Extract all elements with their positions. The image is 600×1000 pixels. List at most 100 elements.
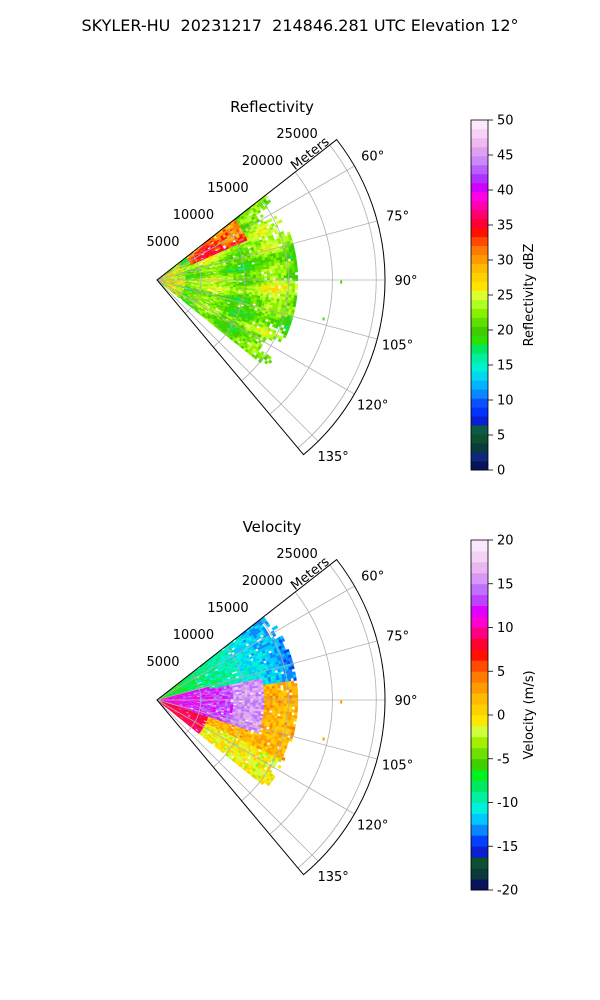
data-cell [179,281,184,284]
data-cell [294,706,298,710]
data-cell [293,257,297,261]
data-cell [292,697,296,702]
data-cell [269,280,273,284]
data-cell [258,276,262,279]
data-cell [288,289,293,293]
colorbar-segment [471,425,488,435]
data-cell [249,270,253,273]
data-cell [233,275,237,278]
data-cell [219,697,223,700]
data-cell [224,697,228,700]
data-cell [238,273,242,276]
data-cell [275,693,279,697]
azimuth-tick-label: 120° [357,399,388,414]
colorbar-segment [471,173,488,184]
data-cell [227,277,231,280]
data-cell [283,286,287,290]
data-cell [258,702,262,706]
polar-grid [156,144,385,449]
data-cell [258,269,262,273]
data-cell [216,700,220,702]
colorbar-tick-label: 40 [497,184,514,199]
data-cell [171,698,175,700]
data-cell [215,291,219,294]
data-cell [210,281,214,283]
data-cell [274,710,279,714]
data-cell [236,700,240,703]
data-cell [280,285,284,290]
data-cell [294,283,299,288]
data-cell [269,275,273,279]
data-cell [277,690,282,694]
colorbar-segment [471,227,488,238]
data-cell [264,702,268,706]
data-cell [266,271,270,275]
data-cell [264,693,268,697]
colorbar-segment [471,245,488,256]
data-cell [277,270,282,274]
data-cell [283,711,287,715]
data-cell [255,702,259,706]
data-cell [233,693,237,696]
colorbar-segment [471,146,488,157]
data-cell [294,709,298,713]
data-cell [282,334,287,339]
azimuth-tick-label: 135° [317,450,348,465]
data-cell [292,283,296,287]
data-cell [292,692,296,696]
data-cell [272,283,276,286]
data-cell [234,685,239,688]
data-cell [263,266,267,270]
data-cell [280,275,285,279]
data-cell [236,275,240,278]
data-cell [261,273,265,277]
data-cell [205,698,209,700]
data-cell [272,700,276,704]
colorbar-segment [471,452,488,462]
data-cell [210,697,214,700]
data-cell [236,695,240,698]
data-cell [281,278,285,282]
data-cell [255,692,259,695]
data-cell [266,705,270,709]
data-cell [213,703,217,706]
data-cell [283,288,287,292]
data-cell [259,213,264,219]
data-cell [289,700,293,704]
colorbar-segment [471,317,488,327]
data-cell [294,263,298,267]
colorbar-segment [471,416,488,426]
data-cell [261,693,265,697]
colorbar-segment [471,461,488,471]
data-cell [274,324,279,329]
data-cell [275,280,279,284]
data-cell [288,266,293,270]
colorbar-segment [471,272,488,282]
data-cell [263,689,267,692]
data-cell [271,290,276,294]
data-cell [272,287,276,291]
data-cell [291,709,296,713]
colorbar-segment [471,218,488,229]
data-cell [280,692,285,696]
data-cell [287,678,292,682]
data-cell [266,702,271,706]
data-cell [255,700,259,703]
azimuth-spoke [156,279,378,340]
data-cell [280,705,284,710]
data-cell [275,690,279,694]
data-cell [252,276,257,279]
colorbar-tick-label: 45 [497,149,514,164]
colorbar-segment [471,128,488,139]
data-cell [272,285,276,289]
data-cell [280,703,285,707]
data-cell [282,264,287,268]
data-cell [266,280,271,284]
colorbar-segment [471,380,488,390]
data-cell [207,271,211,274]
data-cell [289,280,293,284]
colorbar-segment [471,335,488,345]
data-cell [208,697,212,700]
data-cell [272,275,276,279]
colorbar-segment [471,344,488,354]
